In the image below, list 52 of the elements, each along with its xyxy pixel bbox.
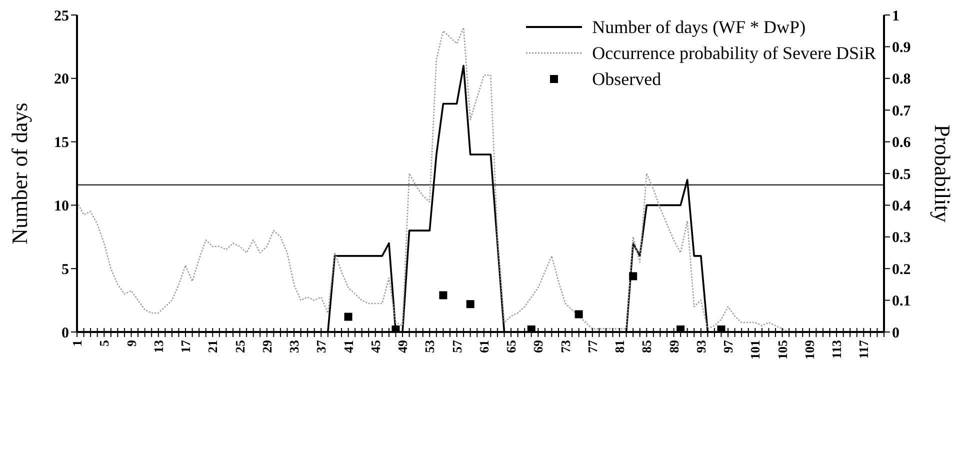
x-tick-label: 13 — [150, 340, 166, 353]
y2-tick-label: 0.6 — [892, 135, 912, 152]
legend-label: Observed — [592, 68, 662, 91]
y2-tick-label: 0.1 — [892, 294, 911, 310]
x-tick-label: 89 — [666, 340, 682, 353]
x-tick-label: 105 — [774, 340, 790, 360]
x-tick-label: 65 — [504, 340, 519, 353]
x-tick-label: 37 — [314, 340, 329, 353]
y2-tick-label: 0.2 — [892, 262, 911, 278]
legend-label: Number of days (WF * DwP) — [592, 16, 806, 39]
x-tick-label: 85 — [639, 340, 654, 353]
x-tick-label: 17 — [178, 340, 194, 353]
x-tick-label: 113 — [829, 340, 844, 359]
x-tick-label: 77 — [584, 340, 600, 353]
y2-tick-label: 0.9 — [892, 40, 911, 56]
y2-tick-label: 0.4 — [892, 198, 912, 215]
x-tick-label: 109 — [802, 340, 817, 360]
y2-tick-label: 0.3 — [892, 230, 911, 246]
x-tick-label: 41 — [340, 340, 356, 353]
y-tick-label: 5 — [62, 262, 69, 278]
x-tick-label: 73 — [558, 340, 573, 353]
x-tick-label: 21 — [205, 340, 220, 353]
x-tick-label: 69 — [530, 340, 546, 353]
x-tick-label: 101 — [748, 340, 763, 360]
x-tick-label: 1 — [70, 340, 84, 346]
x-tick-label: 29 — [259, 340, 274, 353]
x-tick-label: 25 — [232, 340, 248, 353]
x-tick-label: 9 — [124, 340, 139, 346]
y2-tick-label: 0.5 — [892, 166, 911, 183]
y-tick-label: 0 — [62, 325, 69, 342]
y2-tick-label: 0 — [892, 325, 900, 342]
x-tick-label: 33 — [286, 340, 302, 353]
y2-tick-label: 0.7 — [892, 103, 912, 120]
y2-tick-label: 1 — [892, 8, 900, 24]
x-tick-label: 117 — [856, 340, 872, 359]
legend-label: Occurrence probability of Severe DSiR — [592, 42, 876, 65]
y-axis-title: Number of days — [6, 102, 32, 244]
x-tick-label: 5 — [96, 340, 112, 346]
y2-tick-label: 0.8 — [892, 72, 911, 88]
x-tick-label: 57 — [449, 340, 464, 353]
y-tick-label: 25 — [54, 8, 69, 24]
y-tick-label: 15 — [54, 135, 69, 152]
x-tick-label: 45 — [368, 340, 383, 353]
x-tick-label: 61 — [476, 340, 492, 353]
x-tick-label: 81 — [612, 340, 628, 353]
y-tick-label: 10 — [54, 198, 69, 215]
x-tick-label: 49 — [395, 340, 410, 353]
y-tick-label: 20 — [54, 72, 69, 88]
x-tick-label: 53 — [422, 340, 438, 353]
x-tick-label: 93 — [693, 340, 708, 353]
y2-axis-title: Probability — [930, 124, 956, 222]
x-tick-label: 97 — [720, 340, 736, 353]
